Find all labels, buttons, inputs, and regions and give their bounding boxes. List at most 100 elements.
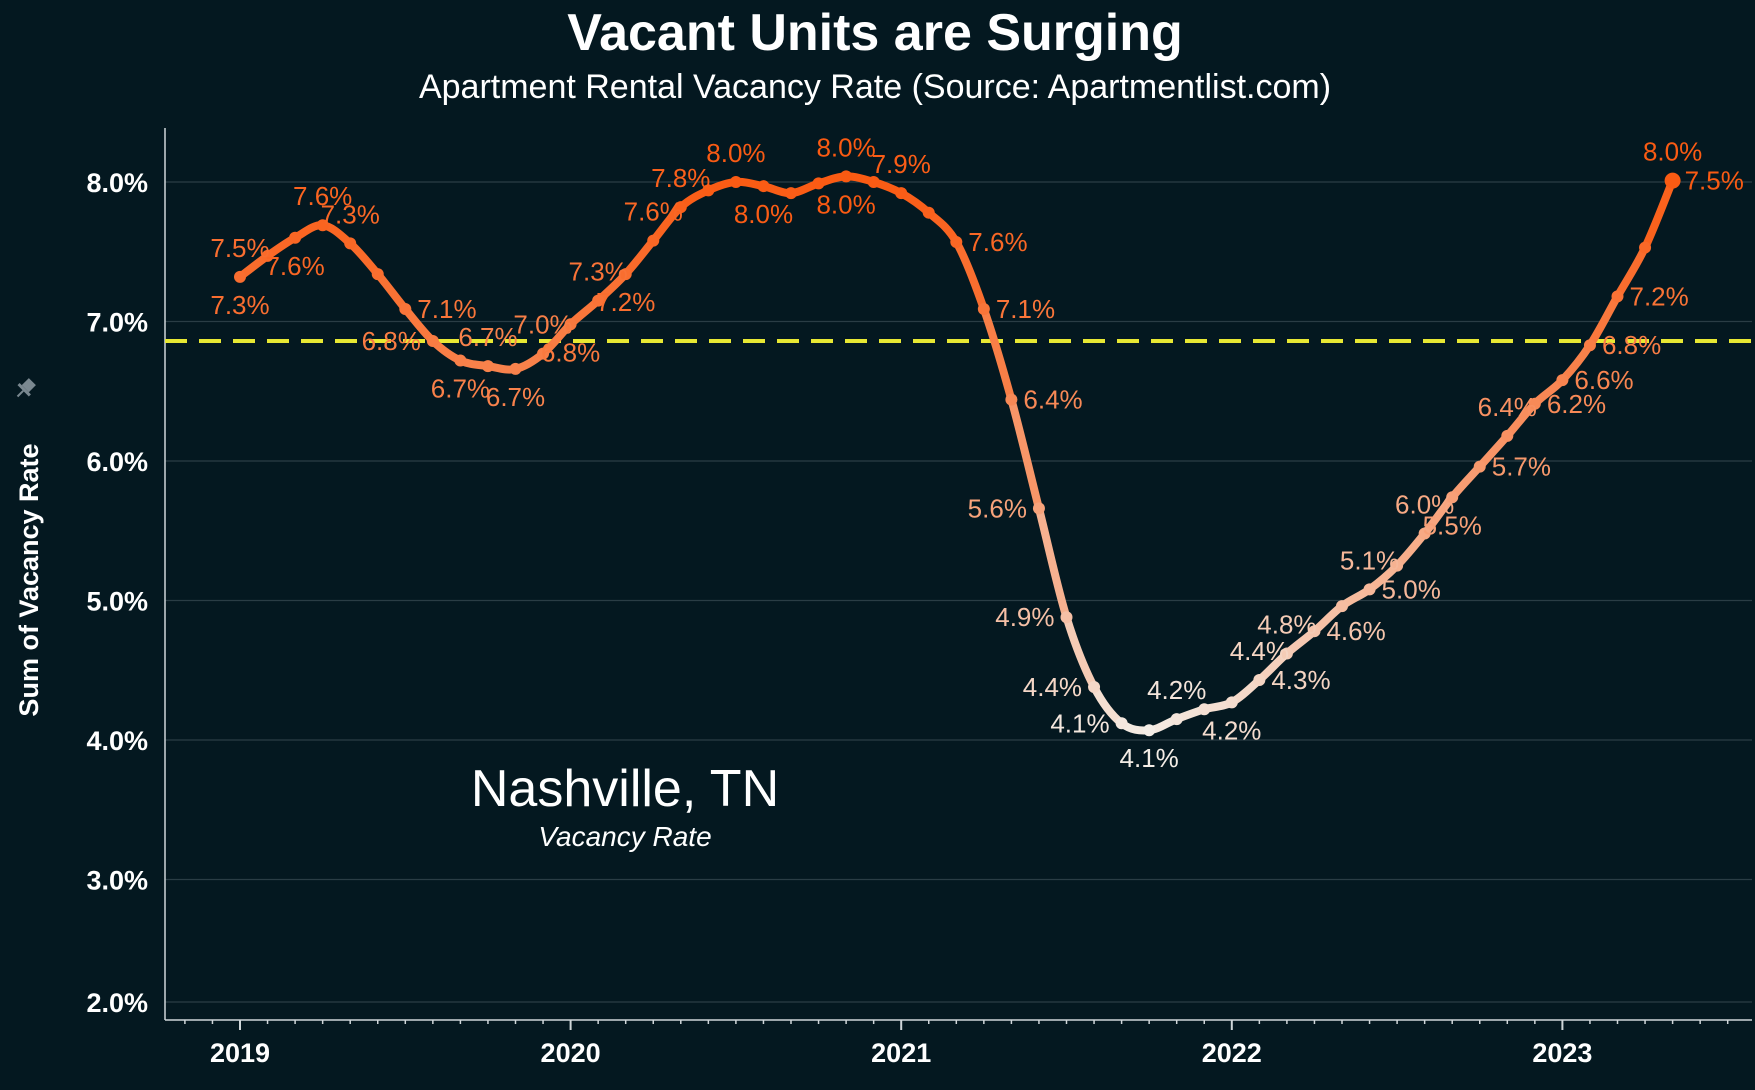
y-tick-label: 4.0% — [86, 726, 148, 756]
data-point[interactable] — [537, 347, 550, 360]
annotation-city: Nashville, TN — [471, 760, 779, 818]
data-point[interactable] — [261, 249, 274, 262]
data-point[interactable] — [564, 318, 577, 331]
x-axis: 2019 2020 2021 2022 2023 — [165, 1019, 1752, 1068]
data-label: 7.2% — [596, 287, 655, 317]
data-label: 7.0% — [513, 310, 572, 340]
data-point[interactable] — [840, 170, 853, 183]
pin-icon[interactable] — [12, 376, 38, 402]
data-point[interactable] — [867, 176, 880, 188]
y-tick-label: 7.0% — [86, 308, 148, 338]
data-point[interactable] — [316, 219, 329, 232]
data-label: 7.6% — [624, 197, 683, 227]
data-point[interactable] — [977, 302, 990, 315]
line-segment — [621, 236, 658, 279]
data-point[interactable] — [1336, 600, 1348, 613]
data-label: 8.0% — [816, 189, 875, 219]
data-point[interactable] — [1005, 393, 1018, 406]
y-axis-ticks: 2.0% 3.0% 4.0% 5.0% 6.0% 7.0% 8.0% — [86, 168, 148, 1018]
data-label: 5.7% — [1492, 452, 1551, 482]
data-label: 6.4% — [1478, 392, 1537, 422]
data-label: 6.6% — [1574, 365, 1633, 395]
data-label: 6.0% — [1395, 490, 1454, 520]
data-point[interactable] — [1198, 703, 1211, 716]
data-point[interactable] — [1115, 717, 1128, 730]
data-label: 7.6% — [968, 227, 1027, 257]
gridlines — [164, 128, 1752, 1020]
line-segment — [346, 239, 382, 279]
data-label: 4.9% — [995, 602, 1054, 632]
data-label: 4.8% — [1257, 610, 1316, 640]
y-tick-label: 5.0% — [86, 587, 148, 617]
data-point[interactable] — [647, 234, 660, 247]
data-point[interactable] — [1143, 724, 1156, 737]
line-segment — [924, 208, 961, 246]
data-point[interactable] — [702, 184, 715, 197]
data-point[interactable] — [371, 268, 384, 281]
data-label: 7.1% — [996, 294, 1055, 324]
data-point[interactable] — [1253, 674, 1266, 687]
data-point[interactable] — [757, 180, 770, 193]
data-point[interactable] — [785, 187, 797, 200]
data-label: 4.3% — [1271, 665, 1330, 695]
data-point[interactable] — [619, 268, 632, 281]
data-point[interactable] — [509, 362, 522, 375]
data-point[interactable] — [1501, 429, 1514, 442]
data-label: 7.5% — [210, 233, 269, 263]
data-labels: 7.3%7.5%7.6%7.6%7.3%7.1%6.8%6.7%6.7%6.7%… — [210, 132, 1743, 773]
data-label: 5.6% — [968, 493, 1027, 523]
data-label: 7.6% — [293, 181, 352, 211]
data-label: 4.4% — [1023, 672, 1082, 702]
data-point[interactable] — [1664, 172, 1681, 189]
data-label: 6.4% — [1023, 385, 1082, 415]
chart-subtitle: Apartment Rental Vacancy Rate (Source: A… — [419, 68, 1331, 106]
data-point[interactable] — [1060, 611, 1073, 624]
data-point[interactable] — [1611, 290, 1624, 303]
y-tick-label: 2.0% — [86, 988, 148, 1018]
data-point[interactable] — [592, 294, 605, 307]
data-point[interactable] — [1391, 559, 1404, 572]
data-label: 4.1% — [1120, 743, 1179, 773]
data-point[interactable] — [454, 354, 467, 367]
data-point[interactable] — [1363, 583, 1376, 596]
data-point[interactable] — [1528, 397, 1541, 410]
series-line — [236, 172, 1677, 735]
data-point[interactable] — [1418, 527, 1431, 540]
data-point[interactable] — [1032, 502, 1045, 515]
data-label: 4.2% — [1202, 715, 1261, 745]
data-point[interactable] — [1473, 460, 1486, 473]
data-point[interactable] — [481, 360, 494, 373]
data-point[interactable] — [1308, 625, 1321, 638]
data-label: 7.1% — [417, 294, 476, 324]
data-point[interactable] — [1170, 713, 1183, 726]
line-segment — [979, 304, 1016, 404]
data-point[interactable] — [1225, 696, 1238, 709]
data-label: 7.9% — [872, 149, 931, 179]
data-point[interactable] — [234, 270, 246, 283]
data-point[interactable] — [1446, 491, 1459, 504]
data-point[interactable] — [729, 176, 742, 188]
annotation-metric: Vacancy Rate — [538, 821, 711, 852]
data-point[interactable] — [812, 177, 825, 190]
data-point[interactable] — [1583, 339, 1596, 352]
x-tick-label: 2021 — [871, 1038, 931, 1068]
data-label: 6.8% — [541, 337, 600, 367]
data-point[interactable] — [344, 237, 357, 250]
data-label: 5.0% — [1382, 574, 1441, 604]
data-point[interactable] — [399, 302, 412, 315]
data-point[interactable] — [289, 231, 302, 244]
data-point[interactable] — [922, 206, 935, 219]
data-point[interactable] — [674, 201, 687, 214]
data-point[interactable] — [1088, 680, 1101, 693]
data-point[interactable] — [1556, 374, 1569, 387]
data-point[interactable] — [895, 187, 908, 200]
data-point[interactable] — [1639, 241, 1652, 254]
y-tick-label: 8.0% — [86, 168, 148, 198]
data-point[interactable] — [950, 235, 963, 248]
data-label: 6.7% — [458, 322, 517, 352]
data-label: 8.0% — [816, 132, 875, 162]
data-point[interactable] — [426, 335, 439, 348]
line-segment — [1034, 504, 1071, 622]
data-point[interactable] — [1280, 647, 1293, 660]
